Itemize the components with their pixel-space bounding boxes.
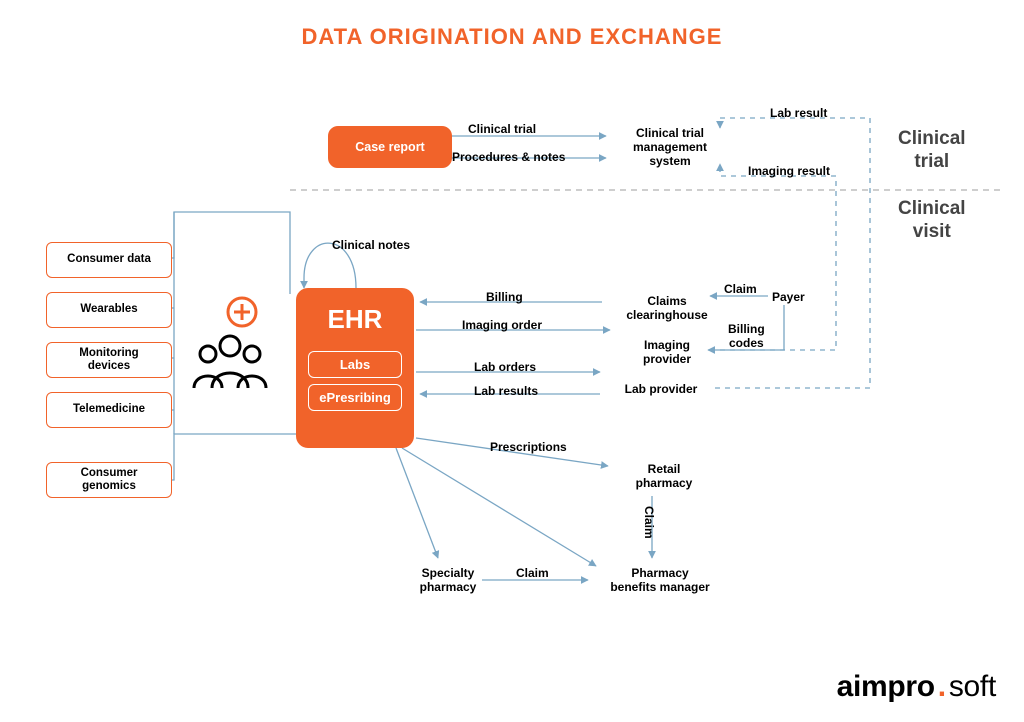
region-clinical-visit: Clinical visit [898, 198, 966, 244]
brand-dot: . [938, 670, 946, 703]
sidebar-monitoring: Monitoring devices [46, 342, 172, 378]
edge-lab-result: Lab result [770, 106, 827, 120]
edge-imaging-result: Imaging result [748, 164, 830, 178]
ehr-eprescribing: ePresribing [308, 384, 402, 411]
sidebar-genomics: Consumer genomics [46, 462, 172, 498]
node-labprov: Lab provider [606, 382, 716, 396]
ehr-panel: EHR Labs ePresribing [296, 288, 414, 448]
edge-billing: Billing [486, 290, 523, 304]
brand-aimpro: aimpro [837, 670, 935, 703]
brand-soft: soft [949, 670, 996, 703]
region-clinical-trial: Clinical trial [898, 128, 966, 174]
edge-claim: Claim [724, 282, 757, 296]
edge-claim-vertical: Claim [642, 506, 656, 539]
node-ctms: Clinical trial management system [610, 126, 730, 168]
node-claims: Claims clearinghouse [612, 294, 722, 322]
diagram-stage: DATA ORIGINATION AND EXCHANGE [0, 0, 1024, 722]
node-specpharm: Specialty pharmacy [398, 566, 498, 594]
edge-clinical-trial: Clinical trial [468, 122, 536, 136]
edge-procedures: Procedures & notes [452, 150, 565, 164]
node-pbm: Pharmacy benefits manager [590, 566, 730, 594]
edge-lab-results: Lab results [474, 384, 538, 398]
node-payer: Payer [772, 290, 805, 304]
sidebar-wearables: Wearables [46, 292, 172, 328]
edge-billing-codes: Billing codes [728, 322, 765, 350]
node-retailpharm: Retail pharmacy [614, 462, 714, 490]
edge-clinical-notes: Clinical notes [332, 238, 410, 252]
page-title: DATA ORIGINATION AND EXCHANGE [0, 24, 1024, 50]
sidebar-telemedicine: Telemedicine [46, 392, 172, 428]
node-imaging: Imaging provider [612, 338, 722, 366]
edge-claim-sp: Claim [516, 566, 549, 580]
edge-lab-orders: Lab orders [474, 360, 536, 374]
edge-prescriptions: Prescriptions [490, 440, 567, 454]
brand-logo: aimpro.soft [837, 670, 996, 704]
ehr-labs: Labs [308, 351, 402, 378]
sidebar-consumer-data: Consumer data [46, 242, 172, 278]
ehr-title: EHR [308, 304, 402, 335]
edge-imaging-order: Imaging order [462, 318, 542, 332]
node-case-report: Case report [328, 126, 452, 168]
